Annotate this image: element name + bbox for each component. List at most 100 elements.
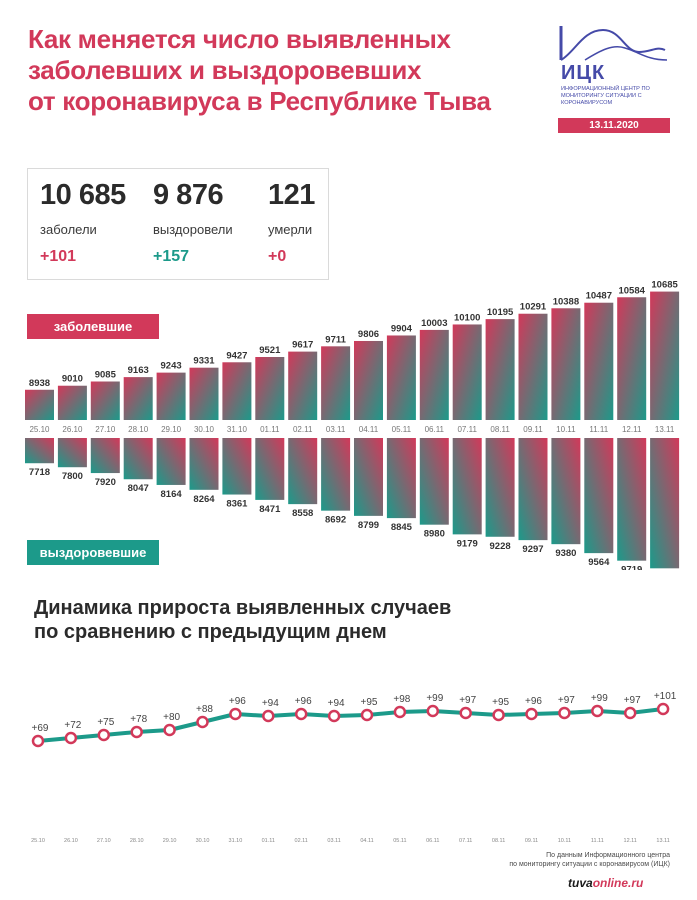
- bar-recovered-value-label: 7800: [62, 471, 83, 482]
- growth-point: [327, 709, 341, 723]
- bar-sick: [354, 340, 383, 420]
- growth-point: [196, 715, 209, 729]
- x-tick-label: 12.11: [622, 425, 642, 434]
- bar-sick-value-label: 9904: [391, 323, 413, 334]
- growth-point: [262, 709, 275, 723]
- x-tick-label: 28.10: [128, 425, 149, 434]
- bar-recovered-value-label: 9719: [621, 565, 642, 570]
- bar-recovered-value-label: 9297: [522, 544, 543, 555]
- stat-sick-value: 10 685: [40, 179, 126, 211]
- bar-sick: [650, 291, 680, 420]
- line-x-tick-label: 01.11: [262, 838, 275, 844]
- stat-died-delta: +0: [268, 248, 287, 265]
- x-tick-label: 27.10: [95, 425, 116, 434]
- x-tick-label: 02.11: [293, 425, 313, 434]
- bar-recovered: [419, 438, 449, 525]
- bar-sick-value-label: 10584: [618, 285, 645, 296]
- growth-point: [163, 723, 176, 737]
- bar-recovered-value-label: 9179: [457, 538, 478, 549]
- growth-value-label: +96: [295, 696, 312, 707]
- growth-point: [525, 707, 538, 721]
- bar-sick: [25, 389, 54, 420]
- growth-point: [229, 707, 242, 721]
- page-title: Как меняется число выявленных заболевших…: [28, 24, 491, 116]
- bar-sick-value-label: 9085: [95, 370, 117, 381]
- x-tick-label: 25.10: [29, 425, 50, 434]
- growth-value-label: +97: [624, 695, 641, 706]
- line-x-tick-label: 29.10: [163, 838, 177, 844]
- bar-recovered-value-label: 8264: [193, 494, 215, 505]
- bar-sick-value-label: 10487: [586, 291, 612, 302]
- line-x-tick-label: 07.11: [459, 838, 472, 844]
- bar-recovered: [90, 438, 120, 474]
- growth-value-label: +101: [654, 691, 677, 702]
- growth-value-label: +98: [393, 694, 410, 705]
- bar-recovered-value-label: 9228: [490, 541, 511, 552]
- logo-name: ИЦК: [561, 62, 606, 84]
- bar-sick-value-label: 9521: [259, 345, 281, 356]
- line-chart: +69 25.10 +72 26.10 +75 27.10 +78 28.10 +80 29.10…: [31, 691, 677, 844]
- x-tick-label: 26.10: [62, 425, 83, 434]
- bar-recovered-value-label: 8471: [259, 504, 281, 515]
- stat-died-label: умерли: [268, 222, 313, 237]
- line-x-tick-label: 03.11: [327, 838, 340, 844]
- growth-value-label: +69: [32, 723, 49, 734]
- bar-sick-value-label: 9010: [62, 374, 83, 385]
- bar-sick: [551, 308, 581, 420]
- bar-sick-value-label: 9806: [358, 329, 379, 340]
- bar-recovered: [386, 438, 416, 519]
- bar-recovered-value-label: 7718: [29, 467, 50, 478]
- bar-chart: 8938 25.10 7718 9010 26.10 7800 9085 27.10 7920 9…: [25, 280, 680, 570]
- growth-value-label: +94: [262, 698, 279, 709]
- line-x-tick-label: 25.10: [31, 838, 45, 844]
- growth-value-label: +94: [328, 698, 345, 709]
- bar-recovered: [650, 438, 680, 569]
- bar-sick: [255, 356, 285, 420]
- line-x-tick-label: 12.11: [624, 838, 637, 844]
- report-date-badge: 13.11.2020: [558, 118, 670, 133]
- growth-point: [656, 702, 670, 716]
- growth-value-label: +97: [558, 695, 575, 706]
- line-chart-title: Динамика прироста выявленных случаев по …: [34, 597, 452, 643]
- legend-recovered-tag: выздоровевшие: [27, 540, 159, 565]
- line-x-tick-label: 02.11: [295, 838, 308, 844]
- x-tick-label: 10.11: [556, 425, 576, 434]
- bar-recovered: [584, 438, 614, 554]
- bar-recovered: [617, 438, 647, 561]
- bar-recovered: [189, 438, 219, 490]
- bar-recovered: [485, 438, 515, 537]
- summary-stats-box: 10 685 заболели +101 9 876 выздоровели +…: [27, 168, 329, 280]
- growth-value-label: +96: [525, 696, 542, 707]
- bar-sick-value-label: 10100: [454, 312, 480, 323]
- bar-recovered-value-label: 8692: [325, 515, 346, 526]
- bar-recovered: [321, 438, 351, 511]
- bar-sick-value-label: 10685: [651, 280, 678, 291]
- bar-recovered-value-label: 8799: [358, 520, 379, 531]
- growth-point: [492, 708, 505, 722]
- bar-sick: [452, 324, 482, 420]
- growth-value-label: +95: [492, 697, 509, 708]
- bar-recovered: [255, 438, 285, 500]
- bar-recovered-value-label: 8047: [128, 483, 149, 494]
- growth-point: [294, 707, 308, 721]
- x-tick-label: 03.11: [326, 425, 346, 434]
- line-x-tick-label: 27.10: [97, 838, 111, 844]
- growth-value-label: +80: [163, 712, 180, 723]
- line-x-tick-label: 28.10: [130, 838, 144, 844]
- bar-recovered-value-label: 8361: [226, 499, 248, 510]
- stat-recovered-delta: +157: [153, 248, 190, 265]
- x-tick-label: 01.11: [260, 425, 280, 434]
- x-tick-label: 13.11: [655, 425, 675, 434]
- bar-recovered: [222, 438, 252, 495]
- bar-sick-value-label: 10291: [520, 302, 547, 313]
- growth-value-label: +75: [97, 717, 114, 728]
- bar-sick: [386, 335, 416, 420]
- bar-sick-value-label: 10003: [421, 318, 447, 329]
- bar-sick-value-label: 9331: [193, 356, 215, 367]
- growth-value-label: +78: [130, 714, 147, 725]
- bar-sick-value-label: 9617: [292, 340, 313, 351]
- watermark-main: tuva: [568, 876, 593, 890]
- bar-recovered-value-label: 9564: [588, 557, 610, 568]
- site-watermark: tuvaonline.ru: [568, 876, 643, 890]
- bar-recovered: [288, 438, 318, 505]
